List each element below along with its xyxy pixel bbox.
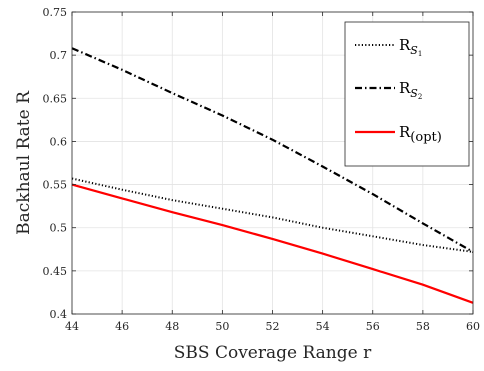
legend-label-main: R — [399, 36, 411, 54]
legend-label-subsub: 1 — [418, 50, 422, 58]
series-lines — [71, 47, 474, 304]
x-tick-label: 60 — [466, 320, 480, 333]
legend-label-main: R — [399, 79, 411, 97]
x-ticks: 44 46 48 50 52 54 56 58 60 — [65, 12, 480, 333]
legend-label-sub: (opt) — [410, 130, 442, 145]
y-tick-label: 0.4 — [50, 308, 68, 321]
y-tick-label: 0.75 — [43, 6, 68, 19]
x-tick-label: 44 — [65, 320, 79, 333]
x-tick-label: 58 — [416, 320, 430, 333]
y-tick-label: 0.5 — [50, 222, 68, 235]
series-line-3 — [71, 183, 474, 304]
y-tick-label: 0.7 — [50, 49, 68, 62]
x-tick-label: 56 — [366, 320, 380, 333]
y-tick-label: 0.55 — [43, 179, 68, 192]
y-axis-label: Backhaul Rate R — [14, 90, 34, 235]
legend-label-1: RS1 — [399, 36, 422, 58]
series-line-1 — [71, 177, 474, 253]
x-axis-label: SBS Coverage Range r — [174, 343, 372, 363]
x-tick-label: 54 — [316, 320, 330, 333]
legend-label-main: R — [399, 123, 411, 141]
y-tick-label: 0.6 — [50, 135, 68, 148]
x-tick-label: 50 — [215, 320, 229, 333]
x-tick-label: 52 — [266, 320, 280, 333]
x-tick-label: 48 — [165, 320, 179, 333]
legend-label-2: RS2 — [399, 79, 422, 101]
series-line-2 — [71, 47, 474, 253]
legend-label-sub: S — [410, 44, 418, 57]
legend-label-3: R(opt) — [399, 123, 442, 145]
legend-label-subsub: 2 — [418, 93, 422, 101]
legend-label-sub: S — [410, 87, 418, 100]
x-tick-label: 46 — [115, 320, 129, 333]
y-tick-label: 0.45 — [43, 265, 68, 278]
y-tick-label: 0.65 — [43, 92, 68, 105]
y-ticks: 0.4 0.45 0.5 0.55 0.6 0.65 0.7 0.75 — [43, 6, 473, 321]
